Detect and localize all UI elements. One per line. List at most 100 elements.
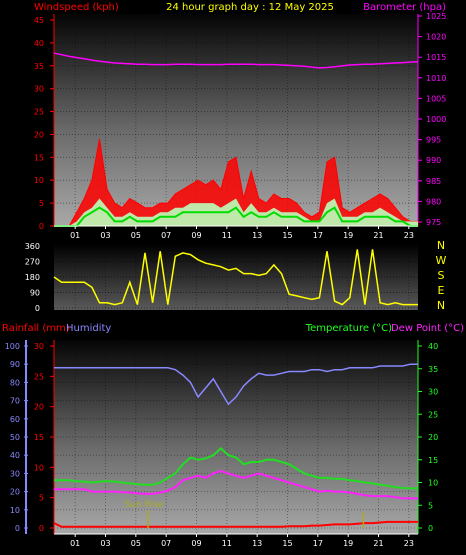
x-tick-label: 17 — [313, 231, 323, 240]
humidity-tick-label: 80 — [10, 378, 20, 387]
temperature-plot-area — [54, 340, 418, 534]
temperature-tick-label: 40 — [428, 342, 438, 351]
barometer-tick-label: 975 — [426, 218, 441, 227]
direction-tick-label: 360 — [25, 242, 40, 251]
rainfall-line — [53, 520, 418, 528]
x-tick-label: 01 — [70, 231, 80, 240]
barometer-tick-label: 1000 — [426, 115, 446, 124]
windspeed-tick-label: 35 — [34, 62, 44, 71]
windspeed-tick-label: 10 — [34, 176, 44, 185]
windspeed-tick-label: 30 — [34, 85, 44, 94]
barometer-tick-label: 980 — [426, 197, 441, 206]
barometer-axis-title: Barometer (hpa) — [363, 2, 446, 13]
barometer-tick-label: 990 — [426, 156, 441, 165]
temperature-tick-label: 30 — [428, 388, 438, 397]
x-tick-label: 23 — [404, 539, 414, 548]
direction-grid — [54, 244, 418, 310]
humidity-tick-label: 60 — [10, 415, 20, 424]
windspeed-area — [54, 198, 418, 226]
direction-tick-label: 90 — [30, 289, 40, 298]
x-tick-label: 01 — [70, 539, 80, 548]
x-tick-label: 05 — [131, 231, 141, 240]
windspeed-tick-label: 40 — [34, 39, 44, 48]
wind-direction-line — [53, 249, 418, 306]
humidity-tick-label: 100 — [5, 342, 20, 351]
graph-title: 24 hour graph day : 12 May 2025 — [166, 2, 334, 13]
x-tick-label: 17 — [313, 539, 323, 548]
rainfall-tick-label: 15 — [34, 433, 44, 442]
x-tick-label: 03 — [100, 231, 110, 240]
direction-y-axis: 0 90 180 270 360 — [25, 242, 40, 313]
humidity-tick-label: 50 — [10, 433, 20, 442]
compass-label: E — [438, 284, 445, 297]
barometer-tick-label: 1015 — [426, 53, 446, 62]
dewpoint-axis-title: Dew Point (°C) — [391, 323, 464, 334]
x-tick-label: 15 — [282, 539, 292, 548]
x-tick-label: 05 — [131, 539, 141, 548]
direction-tick-label: 270 — [25, 258, 40, 267]
compass-label: N — [437, 239, 445, 252]
rainfall-axis-title: Rainfall (mm) — [2, 323, 70, 334]
dew-point-line — [54, 470, 418, 500]
windspeed-tick-label: 0 — [39, 222, 44, 231]
direction-tick-label: 0 — [35, 304, 40, 313]
wind-series — [53, 52, 419, 227]
windspeed-tick-label: 45 — [34, 16, 44, 25]
temperature-line — [54, 447, 418, 490]
barometer-tick-label: 1005 — [426, 94, 446, 103]
barometer-y-axis: 975 980 985 990 995 1000 1005 1010 1015 1020 1025 — [417, 12, 446, 227]
humidity-tick-label: 30 — [10, 469, 20, 478]
x-tick-label: 09 — [191, 539, 201, 548]
temperature-tick-label: 35 — [428, 365, 438, 374]
temperature-tick-label: 20 — [428, 433, 438, 442]
temperature-tick-label: 0 — [428, 524, 433, 533]
rainfall-y-axis: 0 5 10 15 20 25 30 — [34, 340, 55, 534]
temperature-tick-label: 5 — [428, 501, 433, 510]
average-wind-line — [54, 206, 418, 227]
rainfall-tick-label: 30 — [34, 342, 44, 351]
windspeed-axis-title: Windspeed (kph) — [34, 2, 119, 13]
x-tick-label: 23 — [404, 231, 414, 240]
x-tick-label: 21 — [373, 539, 383, 548]
wind-grid — [54, 14, 418, 227]
windspeed-tick-label: 5 — [39, 199, 44, 208]
humidity-tick-label: 10 — [10, 506, 20, 515]
x-tick-label: 07 — [161, 539, 171, 548]
x-tick-label: 09 — [191, 231, 201, 240]
compass-label: S — [438, 269, 445, 282]
temperature-x-axis: 01 03 05 07 09 11 13 15 17 19 21 23 — [54, 533, 418, 548]
direction-series — [53, 249, 418, 306]
x-tick-label: 21 — [373, 231, 383, 240]
barometer-tick-label: 995 — [426, 136, 441, 145]
temperature-tick-label: 15 — [428, 456, 438, 465]
temperature-tick-label: 25 — [428, 410, 438, 419]
humidity-y-axis: 0 10 20 30 40 50 60 70 80 90 100 — [5, 340, 28, 534]
temperature-y-axis: 0 5 10 15 20 25 30 35 40 — [417, 340, 438, 534]
humidity-tick-label: 70 — [10, 397, 20, 406]
barometer-tick-label: 1020 — [426, 33, 446, 42]
compass-label: W — [436, 254, 447, 267]
windspeed-tick-label: 20 — [34, 130, 44, 139]
direction-tick-label: 180 — [25, 273, 40, 282]
x-tick-label: 13 — [252, 231, 262, 240]
compass-label: N — [437, 299, 445, 312]
humidity-axis-title: Humidity — [66, 323, 111, 334]
x-tick-label: 19 — [343, 231, 353, 240]
barometer-tick-label: 1025 — [426, 12, 446, 21]
x-tick-label: 03 — [100, 539, 110, 548]
humidity-tick-label: 90 — [10, 360, 20, 369]
x-tick-label: 11 — [222, 539, 232, 548]
windspeed-y-axis: 0 5 10 15 20 25 30 35 40 45 — [34, 14, 55, 231]
sunrise-annotation: Sun Rise — [125, 500, 164, 510]
temperature-series — [53, 363, 418, 528]
humidity-tick-label: 40 — [10, 451, 20, 460]
x-tick-label: 11 — [222, 231, 232, 240]
rainfall-tick-label: 20 — [34, 403, 44, 412]
rainfall-tick-label: 5 — [39, 494, 44, 503]
humidity-tick-label: 0 — [15, 524, 20, 533]
wind-x-axis: 01 03 05 07 09 11 13 15 17 19 21 23 — [54, 225, 418, 240]
temperature-tick-label: 10 — [428, 479, 438, 488]
barometer-tick-label: 985 — [426, 177, 441, 186]
rainfall-tick-label: 0 — [39, 524, 44, 533]
